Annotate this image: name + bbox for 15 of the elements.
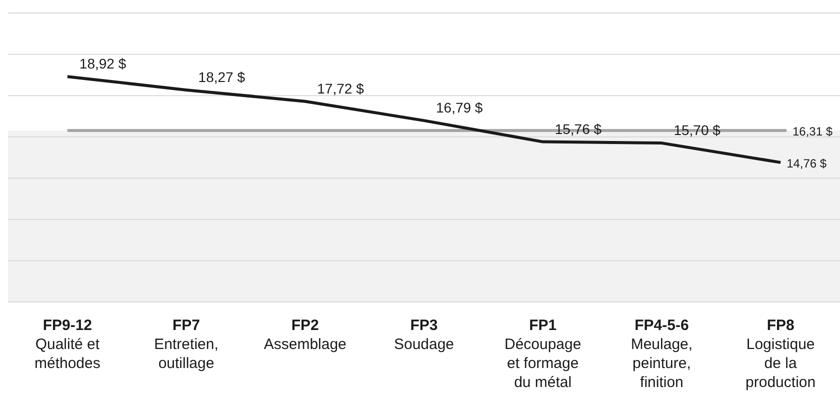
data-label: 15,76 $ (554, 120, 602, 137)
data-label: 18,27 $ (198, 69, 246, 85)
x-tick-label: FP9-12 Qualité et méthodes (34, 317, 100, 372)
data-label: 16,79 $ (436, 100, 483, 116)
data-label: 15,70 $ (674, 122, 721, 138)
x-tick-label: FP1 Découpage et formage du métal (504, 317, 582, 391)
x-tick-label: FP7 Entretien, outillage (154, 317, 218, 372)
x-tick-label: FP2 Assemblage (264, 317, 346, 353)
ref-line-label: 16,31 $ (792, 124, 833, 138)
x-tick-label: FP3 Soudage (394, 317, 454, 353)
data-label: 17,72 $ (317, 80, 364, 96)
x-tick-label: FP4-5-6 Meulage, peinture, finition (630, 317, 693, 391)
data-label: 18,92 $ (79, 56, 126, 72)
data-label: 14,76 $ (786, 156, 827, 170)
x-tick-label: FP8 Logistique de la production (746, 317, 816, 391)
